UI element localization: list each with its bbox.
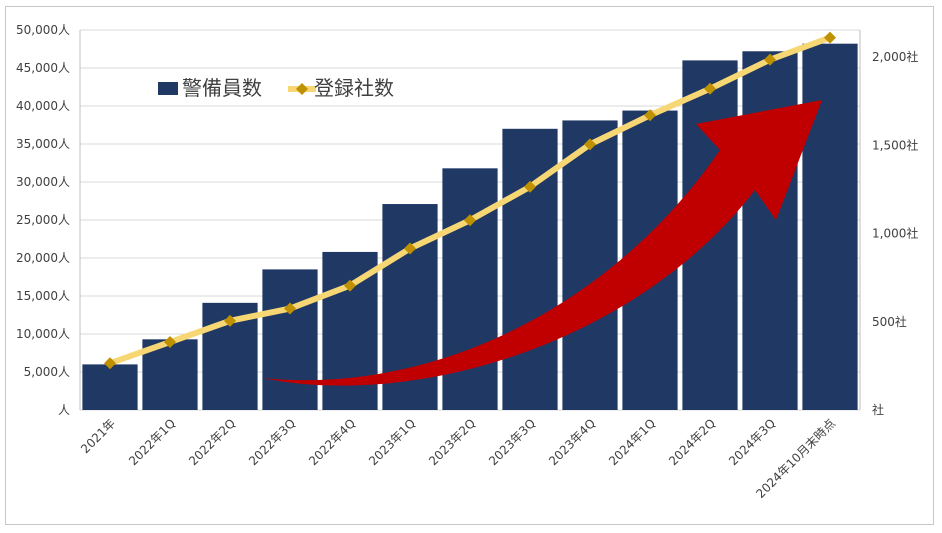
line-point [824,31,836,44]
left-tick-label: 45,000人 [16,61,70,75]
x-tick-label: 2023年3Q [486,416,538,468]
arrow-shape [262,100,822,386]
right-tick-label: 1,500社 [872,137,918,152]
trend-arrow [262,100,822,386]
line-point [764,53,776,66]
x-tick-label: 2023年2Q [426,416,478,468]
bar [742,51,798,410]
x-tick-label: 2022年1Q [126,416,178,468]
left-tick-label: 15,000人 [16,289,70,303]
line-point [224,314,236,327]
left-tick-label: 30,000人 [16,175,70,189]
chart-frame [5,6,934,525]
legend-swatch-bar [158,82,178,95]
right-tick-label: 500社 [872,314,907,329]
x-tick-label: 2024年3Q [726,416,778,468]
right-tick-label: 1,000社 [872,226,918,241]
bar [562,120,618,410]
line-point [404,242,416,255]
line-point [104,357,116,370]
bar [442,168,498,410]
line-point [704,82,716,95]
line-point [344,279,356,292]
left-tick-label: 人 [58,403,70,417]
line-point [284,302,296,315]
line-point [644,109,656,122]
legend-label-bar: 警備員数 [182,76,262,100]
left-axis-ticks: 人 5,000人 10,000人 15,000人 20,000人 25,000人 30,00… [16,23,70,417]
left-tick-label: 40,000人 [16,99,70,113]
left-tick-label: 20,000人 [16,251,70,265]
left-tick-label: 25,000人 [16,213,70,227]
legend-label-line: 登録社数 [314,76,394,100]
bar [262,269,318,410]
bar [82,364,138,410]
right-tick-label: 社 [872,402,884,417]
left-tick-label: 35,000人 [16,137,70,151]
bar [802,43,858,411]
x-tick-label: 2022年4Q [306,416,358,468]
left-tick-label: 5,000人 [24,365,70,379]
left-tick-label: 50,000人 [16,23,70,37]
line-point [164,336,176,349]
x-tick-label: 2024年1Q [606,416,658,468]
x-tick-label: 2024年2Q [666,416,718,468]
left-tick-label: 10,000人 [16,327,70,341]
line-point [464,214,476,227]
line-point [524,180,536,193]
line-series [104,31,836,370]
x-tick-label: 2021年 [78,416,118,456]
x-tick-label: 2023年4Q [546,416,598,468]
x-tick-label: 2022年3Q [246,416,298,468]
line-point [584,138,596,151]
legend-swatch-marker [296,83,308,95]
x-tick-label: 2023年1Q [366,416,418,468]
legend: 警備員数 登録社数 [158,76,394,100]
right-tick-label: 2,000社 [872,49,918,64]
x-axis-ticks: 2021年 2022年1Q 2022年2Q 2022年3Q 2022年4Q 2023年1Q… [78,416,838,501]
x-tick-label: 2022年2Q [186,416,238,468]
right-axis-ticks: 社 500社 1,000社 1,500社 2,000社 [872,49,918,417]
